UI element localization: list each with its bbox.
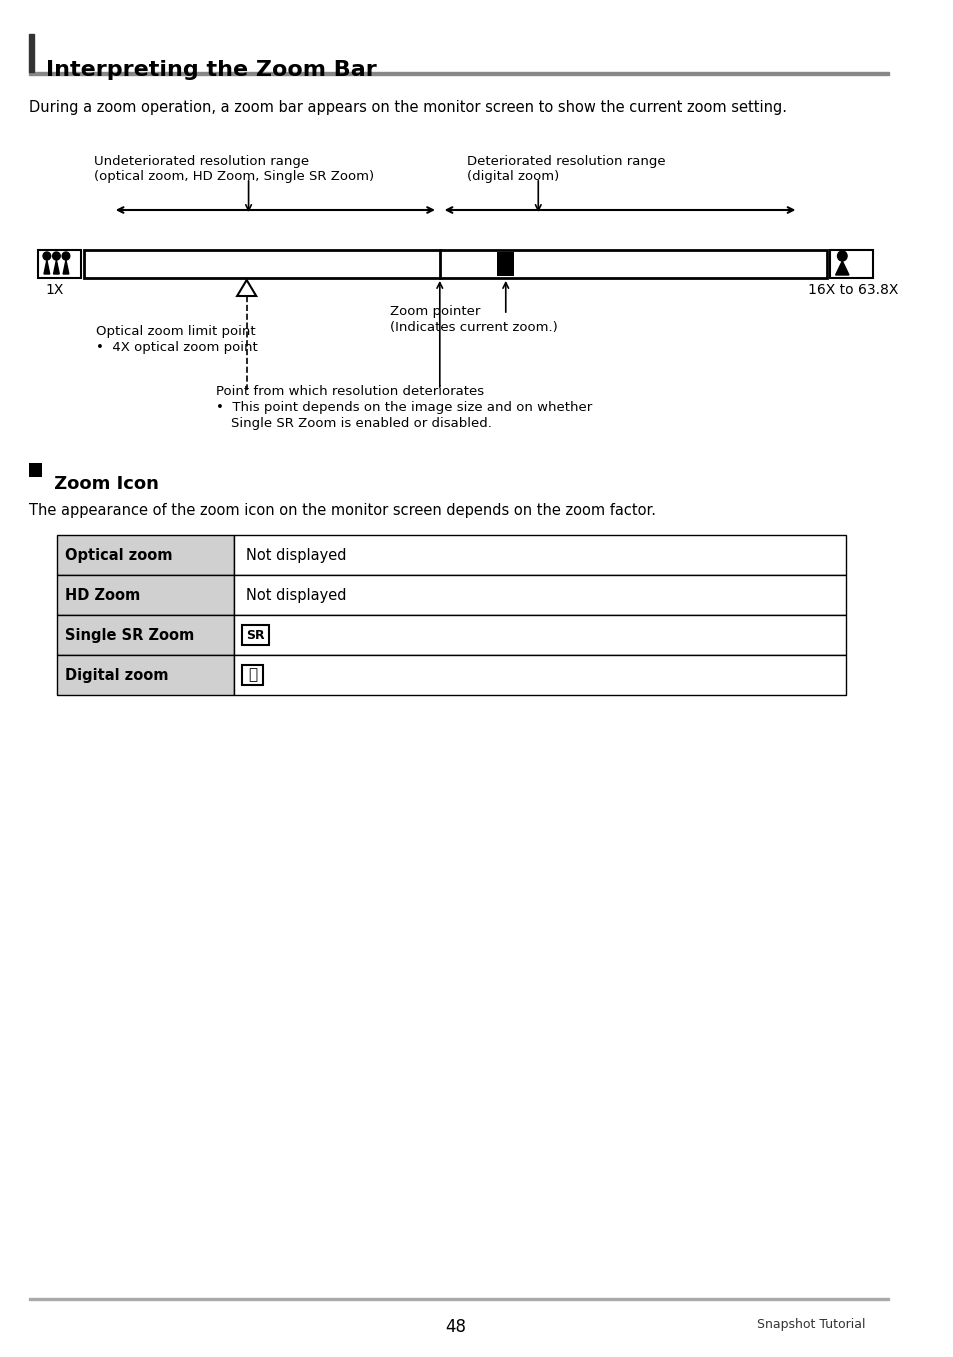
Bar <box>829 250 872 278</box>
Circle shape <box>43 252 51 261</box>
Text: During a zoom operation, a zoom bar appears on the monitor screen to show the cu: During a zoom operation, a zoom bar appe… <box>29 100 786 115</box>
Bar <box>234 575 845 615</box>
Bar <box>234 615 845 655</box>
Text: Single SR Zoom: Single SR Zoom <box>65 627 194 642</box>
Text: •  This point depends on the image size and on whether: • This point depends on the image size a… <box>215 402 592 414</box>
Circle shape <box>52 252 60 261</box>
Text: Zoom pointer: Zoom pointer <box>390 305 480 318</box>
Polygon shape <box>63 261 69 274</box>
Text: Snapshot Tutorial: Snapshot Tutorial <box>756 1318 864 1331</box>
Bar <box>84 250 826 278</box>
Text: Optical zoom: Optical zoom <box>65 547 172 563</box>
Polygon shape <box>44 261 50 274</box>
Bar <box>497 252 514 275</box>
Bar <box>38 250 81 278</box>
Bar <box>85 251 825 277</box>
Bar <box>242 626 269 645</box>
Text: 16X to 63.8X: 16X to 63.8X <box>807 284 898 297</box>
Bar <box>57 535 234 575</box>
Text: SR: SR <box>246 628 264 642</box>
Bar <box>29 463 42 478</box>
Polygon shape <box>53 261 59 274</box>
Bar <box>57 615 234 655</box>
Bar <box>29 34 34 72</box>
Bar <box>242 665 263 685</box>
Text: (optical zoom, HD Zoom, Single SR Zoom): (optical zoom, HD Zoom, Single SR Zoom) <box>93 170 374 183</box>
Text: Deteriorated resolution range: Deteriorated resolution range <box>466 155 664 168</box>
Text: •  4X optical zoom point: • 4X optical zoom point <box>95 341 257 354</box>
Bar <box>234 535 845 575</box>
Text: Single SR Zoom is enabled or disabled.: Single SR Zoom is enabled or disabled. <box>232 417 492 430</box>
Text: Undeteriorated resolution range: Undeteriorated resolution range <box>93 155 309 168</box>
Text: Optical zoom limit point: Optical zoom limit point <box>95 324 255 338</box>
Text: Ⓠ: Ⓠ <box>248 668 256 683</box>
Text: 1X: 1X <box>46 284 64 297</box>
Bar <box>29 72 888 75</box>
Text: Interpreting the Zoom Bar: Interpreting the Zoom Bar <box>46 60 376 80</box>
Text: HD Zoom: HD Zoom <box>65 588 140 603</box>
Bar <box>234 655 845 695</box>
Text: (Indicates current zoom.): (Indicates current zoom.) <box>390 322 558 334</box>
Text: 48: 48 <box>445 1318 466 1337</box>
Text: (digital zoom): (digital zoom) <box>466 170 558 183</box>
Circle shape <box>62 252 70 261</box>
Bar <box>29 1299 888 1300</box>
Circle shape <box>837 251 846 261</box>
Polygon shape <box>835 261 848 275</box>
Text: Zoom Icon: Zoom Icon <box>48 475 158 493</box>
Text: The appearance of the zoom icon on the monitor screen depends on the zoom factor: The appearance of the zoom icon on the m… <box>29 503 655 518</box>
Bar <box>57 575 234 615</box>
Text: Point from which resolution deteriorates: Point from which resolution deteriorates <box>215 385 484 398</box>
Text: Not displayed: Not displayed <box>246 588 346 603</box>
Polygon shape <box>237 280 256 296</box>
Text: Not displayed: Not displayed <box>246 547 346 563</box>
Text: Digital zoom: Digital zoom <box>65 668 169 683</box>
Bar <box>57 655 234 695</box>
